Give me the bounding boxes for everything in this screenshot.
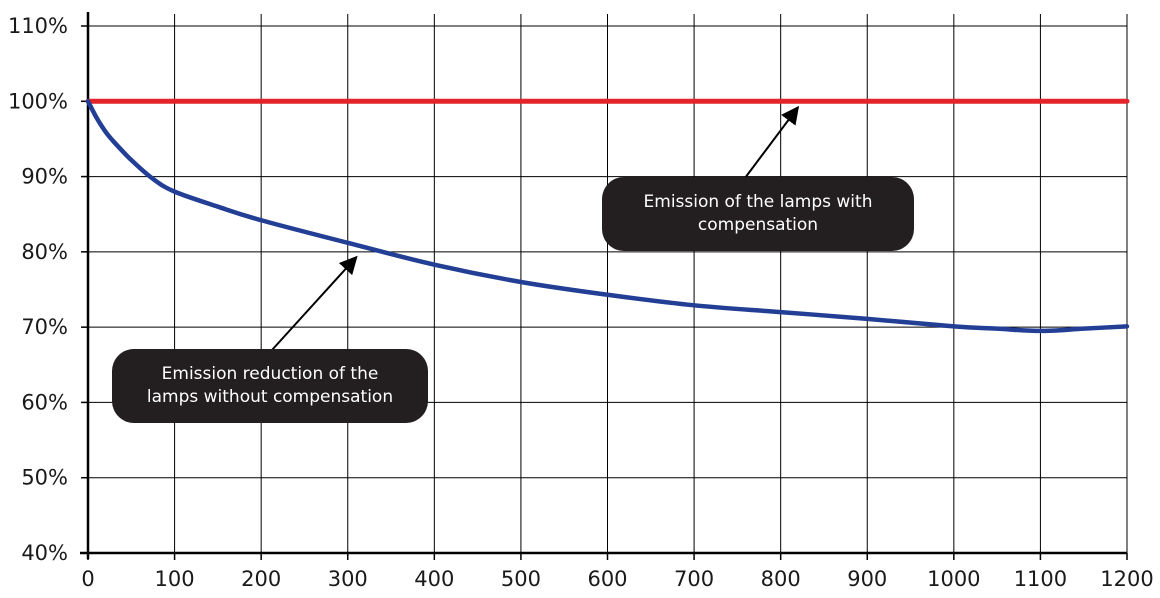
x-tick-label: 800: [761, 567, 801, 591]
annotation-without-compensation: Emission reduction of the lamps without …: [112, 349, 428, 423]
y-tick-label: 40%: [21, 541, 68, 565]
series: [85, 98, 1130, 334]
annotation-arrow-with: [744, 105, 800, 179]
x-tick-label: 1200: [1100, 567, 1153, 591]
y-tick-label: 60%: [21, 390, 68, 414]
annotation-line: compensation: [697, 215, 819, 235]
x-tick-label: 0: [81, 567, 94, 591]
annotation-line: Emission of the lamps with: [643, 192, 873, 212]
y-tick-label: 50%: [21, 466, 68, 490]
tick-labels: 0 100 200 300 400 500 600 700 800 900 1000 1100 1200…: [8, 14, 1154, 591]
y-tick-label: 110%: [8, 14, 68, 38]
annotation-with-compensation: Emission of the lamps with compensation: [602, 177, 914, 251]
series-line-1: [85, 99, 1130, 334]
grid: [82, 14, 1128, 553]
y-tick-label: 100%: [8, 89, 68, 113]
annotation-line: lamps without compensation: [146, 387, 394, 407]
x-tick-label: 500: [501, 567, 541, 591]
x-tick-label: 700: [674, 567, 714, 591]
y-tick-label: 80%: [21, 240, 68, 264]
x-tick-label: 600: [587, 567, 627, 591]
x-tick-label: 300: [328, 567, 368, 591]
annotation-line: Emission reduction of the: [161, 364, 379, 384]
x-tick-label: 100: [155, 567, 195, 591]
x-tick-label: 1000: [927, 567, 980, 591]
y-tick-label: 70%: [21, 315, 68, 339]
x-tick-label: 200: [241, 567, 281, 591]
x-tick-label: 400: [414, 567, 454, 591]
x-tick-label: 1100: [1014, 567, 1067, 591]
annotation-arrows: [271, 105, 800, 351]
x-tick-label: 900: [847, 567, 887, 591]
y-tick-label: 90%: [21, 165, 68, 189]
annotation-arrow-without: [271, 255, 358, 351]
